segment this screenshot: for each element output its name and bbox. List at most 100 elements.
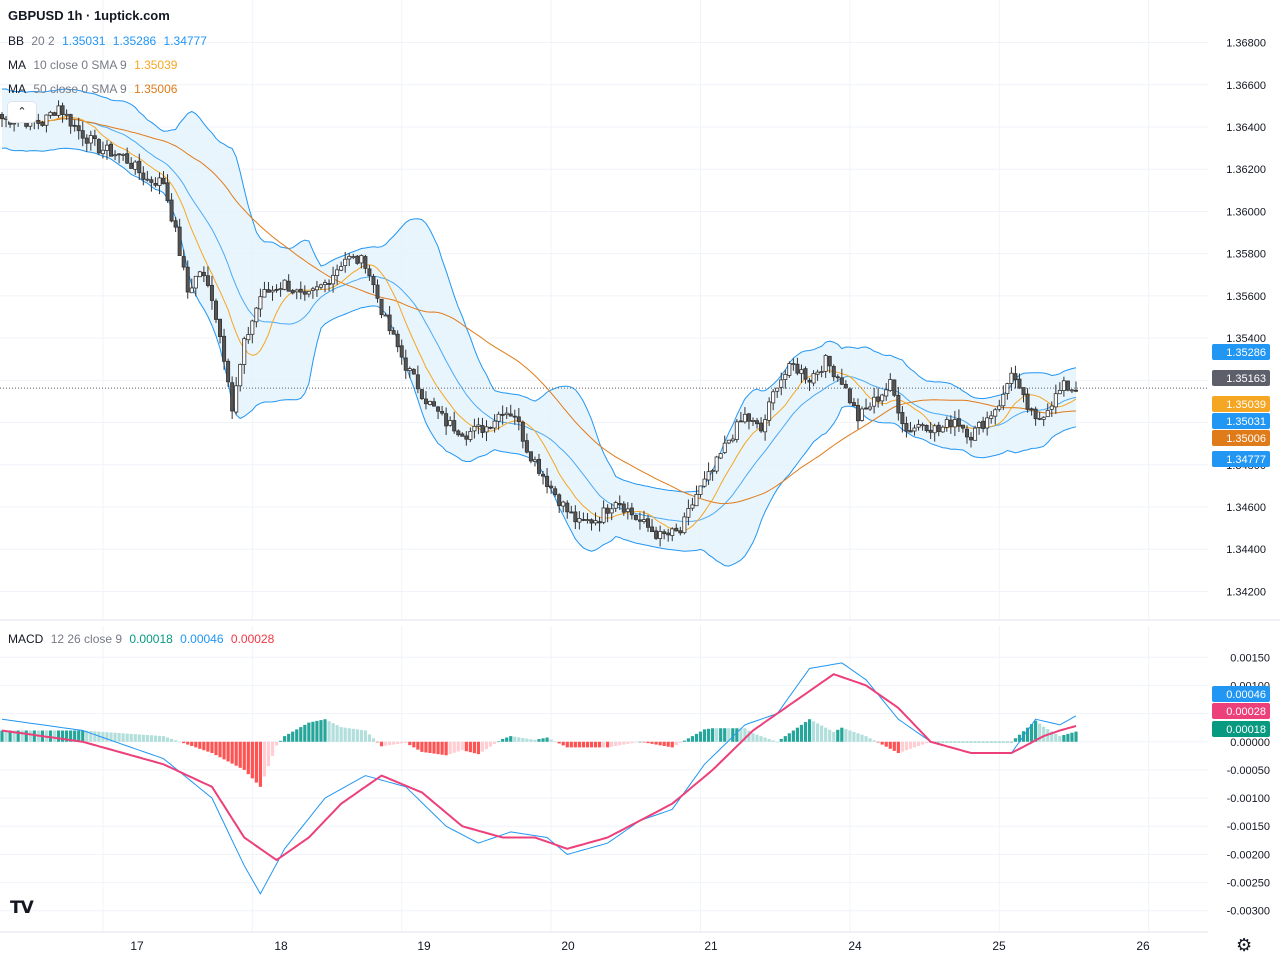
- price-tick-label: 1.36000: [1226, 206, 1266, 218]
- candle-body: [641, 519, 646, 522]
- macd-histogram-bar: [4, 730, 8, 742]
- candle-body: [742, 413, 747, 423]
- candle-body: [791, 363, 796, 365]
- macd-histogram-bar: [28, 730, 32, 742]
- macd-histogram-bar: [178, 741, 182, 743]
- macd-tick-label: -0.00050: [1227, 765, 1270, 777]
- candle-body: [827, 355, 832, 367]
- macd-histogram-bar: [388, 741, 392, 746]
- ma50-legend[interactable]: MA 50 close 0 SMA 9 1.35006: [8, 82, 181, 96]
- macd-histogram-bar: [327, 721, 331, 742]
- macd-histogram-bar: [755, 734, 759, 742]
- macd-histogram-bar: [258, 741, 263, 787]
- macd-histogram-bar: [367, 734, 372, 742]
- bb-legend[interactable]: BB 20 2 1.35031 1.35286 1.34777: [8, 34, 211, 48]
- macd-histogram-bar: [287, 733, 291, 742]
- candle-body: [532, 459, 537, 462]
- candle-body: [448, 420, 453, 426]
- macd-histogram-bar: [529, 739, 533, 742]
- macd-histogram-bar: [121, 733, 125, 742]
- candle-body: [803, 368, 808, 380]
- candle-body: [670, 528, 675, 536]
- macd-histogram-bar: [1001, 741, 1005, 743]
- candle-body: [629, 507, 634, 516]
- price-tick-label: 1.35400: [1226, 333, 1266, 345]
- macd-histogram-bar: [581, 741, 586, 748]
- candle-body: [137, 160, 142, 174]
- macd-histogram-bar: [101, 731, 105, 742]
- candle-body: [864, 407, 869, 410]
- macd-histogram-bar: [339, 727, 343, 742]
- macd-histogram-bar: [856, 733, 860, 742]
- macd-histogram-bar: [852, 731, 856, 742]
- ma50-value: 1.35006: [134, 82, 178, 96]
- ma10-legend[interactable]: MA 10 close 0 SMA 9 1.35039: [8, 58, 181, 72]
- macd-histogram-bar: [383, 741, 388, 746]
- macd-histogram-bar: [723, 728, 727, 742]
- candle-body: [323, 282, 328, 285]
- macd-histogram-bar: [606, 741, 610, 748]
- macd-histogram-bar: [1066, 733, 1070, 742]
- macd-histogram-bar: [323, 719, 327, 742]
- macd-histogram-bar: [145, 734, 149, 742]
- candle-body: [940, 426, 945, 433]
- candle-body: [258, 296, 263, 310]
- candle-body: [1049, 405, 1054, 410]
- macd-histogram-bar: [1062, 734, 1066, 742]
- candle-body: [698, 485, 703, 495]
- candle-body: [956, 418, 961, 427]
- macd-histogram-bar: [715, 728, 719, 742]
- candle-body: [88, 135, 93, 144]
- macd-histogram-bar: [400, 741, 404, 744]
- macd-histogram-bar: [674, 741, 678, 746]
- candle-body: [952, 419, 957, 428]
- ma50-label: MA: [8, 82, 26, 96]
- macd-histogram-bar: [630, 741, 634, 744]
- price-tick-label: 1.34400: [1226, 544, 1266, 556]
- macd-histogram-bar: [351, 728, 355, 742]
- macd-histogram-bar: [153, 735, 158, 742]
- candle-body: [755, 420, 760, 425]
- macd-histogram-bar: [545, 737, 549, 742]
- candle-body: [597, 521, 602, 524]
- macd-tick-label: -0.00200: [1227, 849, 1270, 861]
- candle-body: [355, 255, 360, 264]
- time-tick-label: 19: [417, 939, 431, 953]
- candle-body: [989, 415, 994, 419]
- candle-body: [868, 406, 873, 410]
- macd-tick-label: -0.00300: [1227, 906, 1270, 918]
- candle-body: [569, 511, 574, 514]
- macd-histogram-bar: [807, 719, 812, 742]
- candle-body: [1013, 373, 1018, 381]
- macd-histogram-bar: [396, 741, 400, 745]
- candle-body: [516, 416, 521, 423]
- candle-body: [924, 424, 929, 432]
- macd-histogram-bar: [509, 736, 513, 742]
- candle-body: [694, 493, 699, 507]
- candle-body: [1001, 393, 1006, 407]
- macd-histogram-bar: [828, 729, 832, 742]
- candle-body: [605, 507, 610, 514]
- macd-histogram-bar: [1029, 724, 1034, 742]
- macd-histogram-bar: [824, 727, 828, 742]
- candle-body: [173, 220, 178, 228]
- macd-histogram-bar: [295, 729, 299, 742]
- macd-histogram-bar: [735, 728, 739, 742]
- tradingview-logo-icon[interactable]: TV: [10, 898, 34, 918]
- candle-body: [460, 433, 465, 437]
- candle-body: [335, 269, 340, 276]
- collapse-legend-button[interactable]: ⌃: [8, 102, 36, 122]
- macd-histogram-bar: [412, 741, 416, 748]
- candle-body: [234, 385, 239, 413]
- gear-icon[interactable]: ⚙: [1236, 935, 1253, 956]
- candle-body: [403, 357, 408, 371]
- bb-upper-value: 1.35286: [112, 34, 157, 48]
- macd-histogram-bar: [165, 737, 170, 742]
- candle-body: [213, 300, 218, 320]
- candle-body: [520, 421, 525, 442]
- macd-legend[interactable]: MACD 12 26 close 9 0.00018 0.00046 0.000…: [8, 632, 278, 646]
- macd-histogram-bar: [501, 738, 505, 742]
- candle-body: [104, 144, 109, 151]
- macd-histogram-bar: [759, 736, 763, 742]
